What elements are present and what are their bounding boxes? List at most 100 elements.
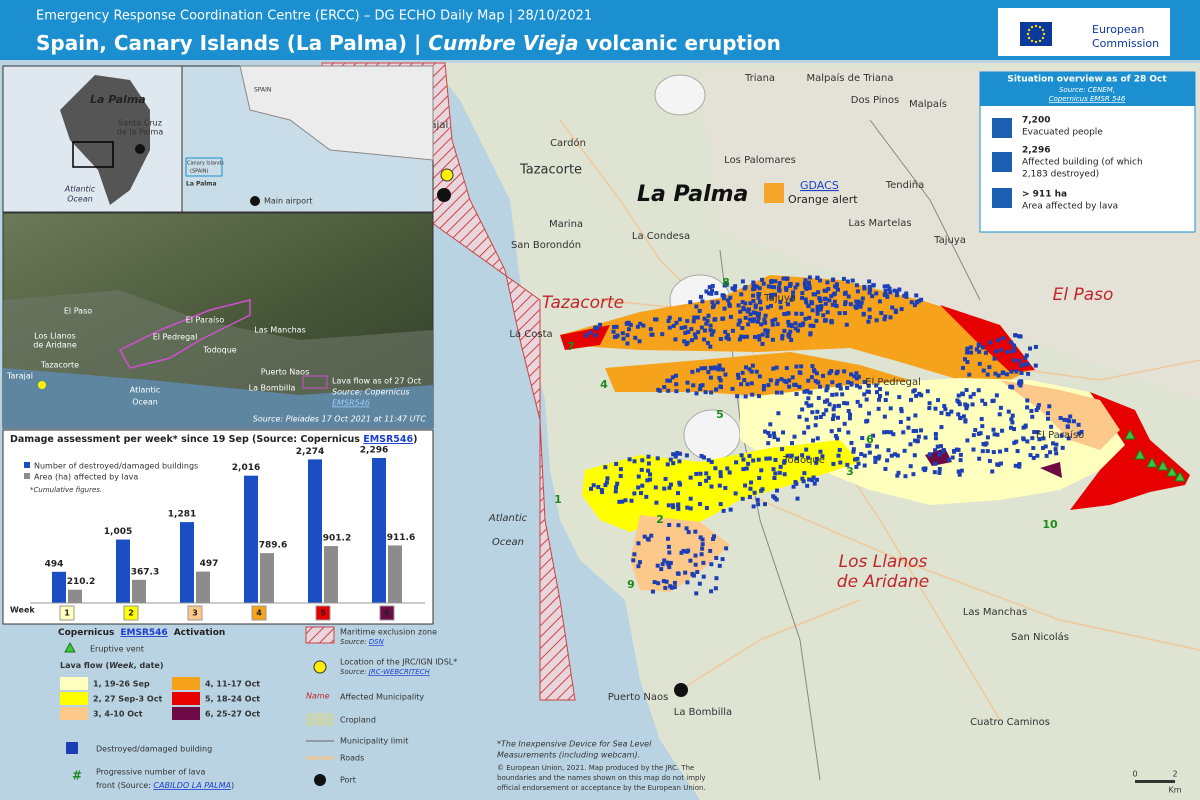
- legend-title: Copernicus EMSR546 Activation: [58, 628, 225, 638]
- building: [689, 338, 694, 343]
- building: [730, 328, 735, 333]
- building: [889, 430, 894, 435]
- building: [781, 276, 786, 281]
- building: [708, 548, 713, 553]
- lava-front-number: 6: [866, 433, 874, 446]
- building: [741, 467, 746, 472]
- building: [859, 452, 864, 457]
- municipality: Tazacorte: [542, 293, 624, 313]
- building: [840, 392, 845, 397]
- building: [676, 502, 681, 507]
- building: [697, 308, 702, 313]
- photo-label: Ocean: [132, 398, 158, 407]
- lava-front-number: 2: [656, 513, 664, 526]
- building: [1017, 334, 1022, 339]
- building: [806, 280, 811, 285]
- building: [991, 450, 996, 455]
- building: [701, 574, 706, 579]
- building: [685, 388, 690, 393]
- building: [886, 448, 891, 453]
- building: [1000, 428, 1005, 433]
- gdacs-link[interactable]: GDACS: [800, 179, 839, 192]
- building: [977, 456, 982, 461]
- building: [802, 430, 807, 435]
- star: [1030, 25, 1034, 29]
- inset-label: Atlantic: [64, 185, 96, 194]
- building: [949, 409, 954, 414]
- building: [985, 449, 990, 454]
- value-label: 2,274: [296, 447, 324, 457]
- building: [866, 319, 871, 324]
- building: [938, 444, 943, 449]
- building: [1066, 436, 1071, 441]
- photo-legend-link[interactable]: EMSR546: [332, 399, 370, 408]
- place-label: Tajuya: [763, 293, 796, 304]
- title-link[interactable]: EMSR546: [363, 434, 413, 445]
- building: [1060, 445, 1065, 450]
- building: [771, 431, 776, 436]
- building: [765, 334, 770, 339]
- building: [714, 555, 719, 560]
- map-title: La Palma: [637, 182, 748, 207]
- building: [899, 307, 904, 312]
- building: [686, 329, 691, 334]
- legend-text: Lava flow (Week, date): [60, 661, 164, 670]
- building: [809, 300, 814, 305]
- t: ): [231, 781, 234, 790]
- building: [715, 300, 720, 305]
- building: [708, 328, 713, 333]
- building: [1021, 437, 1026, 442]
- building: [761, 383, 766, 388]
- building: [698, 471, 703, 476]
- chart-note: *Cumulative figures.: [30, 486, 102, 494]
- building: [797, 414, 802, 419]
- link[interactable]: DSN: [369, 638, 385, 646]
- building: [894, 293, 899, 298]
- title-link[interactable]: EMSR546: [120, 628, 167, 638]
- building: [927, 406, 932, 411]
- building: [776, 287, 781, 292]
- building: [667, 485, 672, 490]
- building: [812, 481, 817, 486]
- photo-sea: [3, 368, 433, 428]
- building: [958, 415, 963, 420]
- building: [882, 430, 887, 435]
- building: [721, 508, 726, 513]
- overview-link[interactable]: Copernicus EMSR 546: [1049, 95, 1126, 103]
- building: [751, 280, 756, 285]
- building: [708, 323, 713, 328]
- building: [668, 457, 673, 462]
- building: [794, 456, 799, 461]
- building: [693, 562, 698, 567]
- building: [908, 442, 913, 447]
- building: [1030, 414, 1035, 419]
- building: [750, 363, 755, 368]
- building: [813, 379, 818, 384]
- building: [830, 278, 835, 283]
- building: [662, 558, 667, 563]
- link[interactable]: CABILDO LA PALMA: [153, 781, 231, 790]
- building: [756, 295, 761, 300]
- link[interactable]: JRC-WEBCRITECH: [367, 668, 431, 676]
- legend-text: 6, 25-27 Oct: [205, 710, 260, 719]
- building: [693, 553, 698, 558]
- building: [901, 430, 906, 435]
- building: [779, 377, 784, 382]
- building: [700, 542, 705, 547]
- building: [883, 398, 888, 403]
- x-tick-label: 1: [64, 609, 70, 618]
- photo-idsl: [38, 381, 46, 389]
- building: [682, 339, 687, 344]
- building: [906, 425, 911, 430]
- inset-label: La Palma: [186, 181, 217, 188]
- building: [998, 405, 1003, 410]
- building: [1048, 450, 1053, 455]
- building: [1050, 441, 1055, 446]
- building: [904, 291, 909, 296]
- title-part: Activation: [174, 628, 226, 638]
- building: [992, 356, 997, 361]
- building: [877, 454, 882, 459]
- building: [674, 320, 679, 325]
- bar: [68, 589, 82, 603]
- legend-label: Area (ha) affected by lava: [34, 473, 138, 482]
